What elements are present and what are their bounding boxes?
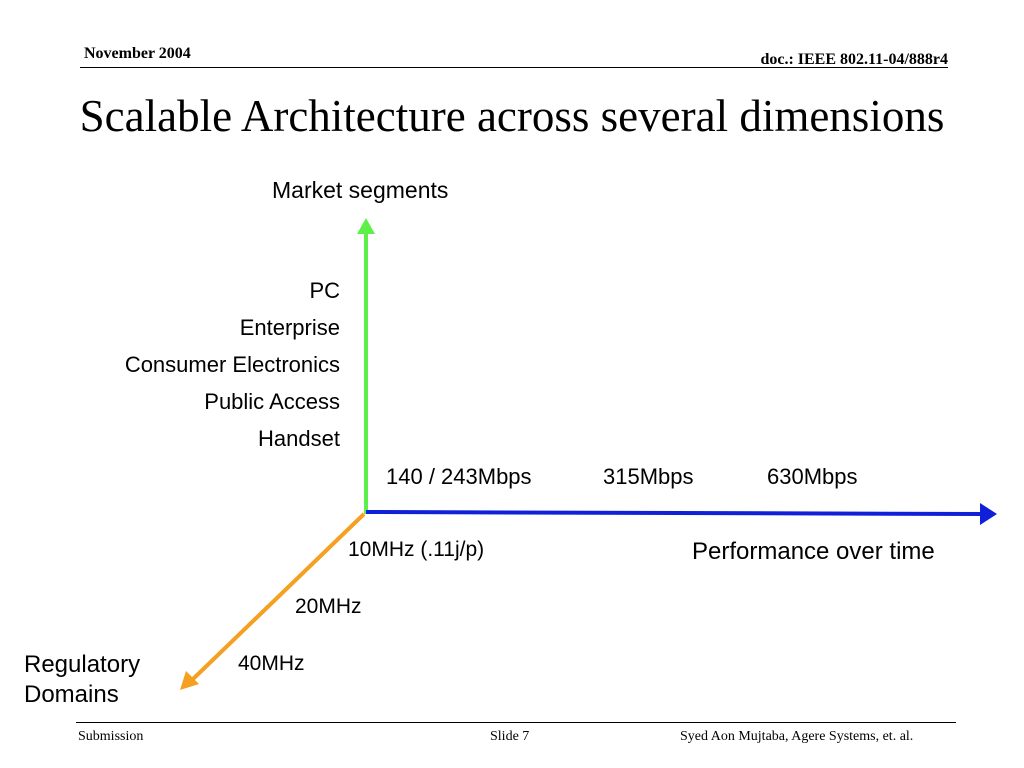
header-divider (80, 67, 948, 68)
regulatory-tick: 40MHz (238, 652, 305, 675)
header-doc-id: doc.: IEEE 802.11-04/888r4 (760, 51, 948, 68)
regulatory-tick: 10MHz (.11j/p) (348, 538, 485, 561)
market-segment-item: Consumer Electronics (124, 352, 340, 377)
regulatory-axis-line (190, 512, 366, 682)
header-date: November 2004 (84, 45, 191, 62)
performance-tick: 630Mbps (767, 464, 858, 489)
performance-tick: 315Mbps (603, 464, 694, 489)
performance-axis-line (365, 510, 983, 516)
footer-divider (76, 722, 956, 723)
footer-slide-number: Slide 7 (490, 729, 530, 744)
performance-tick: 140 / 243Mbps (386, 464, 532, 489)
market-axis-label: Market segments (272, 177, 449, 203)
regulatory-axis (180, 512, 366, 690)
market-axis-arrowhead (357, 218, 375, 234)
regulatory-tick: 20MHz (295, 595, 362, 618)
regulatory-axis-label-line1: Regulatory (24, 651, 141, 678)
regulatory-axis-label: Regulatory Domains (24, 650, 140, 710)
performance-axis-arrowhead (980, 503, 997, 525)
slide-title: Scalable Architecture across several dim… (79, 91, 945, 141)
performance-axis (365, 503, 997, 525)
performance-axis-label: Performance over time (692, 538, 935, 565)
market-segment-item: PC (309, 278, 340, 303)
regulatory-axis-label-line2: Domains (24, 681, 119, 708)
footer-author: Syed Aon Mujtaba, Agere Systems, et. al. (680, 729, 914, 744)
market-segment-list: PC Enterprise Consumer Electronics Publi… (125, 272, 340, 457)
footer-submission: Submission (78, 729, 144, 744)
market-segment-item: Enterprise (239, 315, 340, 340)
market-segment-item: Public Access (204, 389, 340, 414)
market-axis (357, 218, 375, 514)
regulatory-axis-arrowhead (180, 671, 199, 690)
market-segment-item: Handset (258, 426, 340, 451)
